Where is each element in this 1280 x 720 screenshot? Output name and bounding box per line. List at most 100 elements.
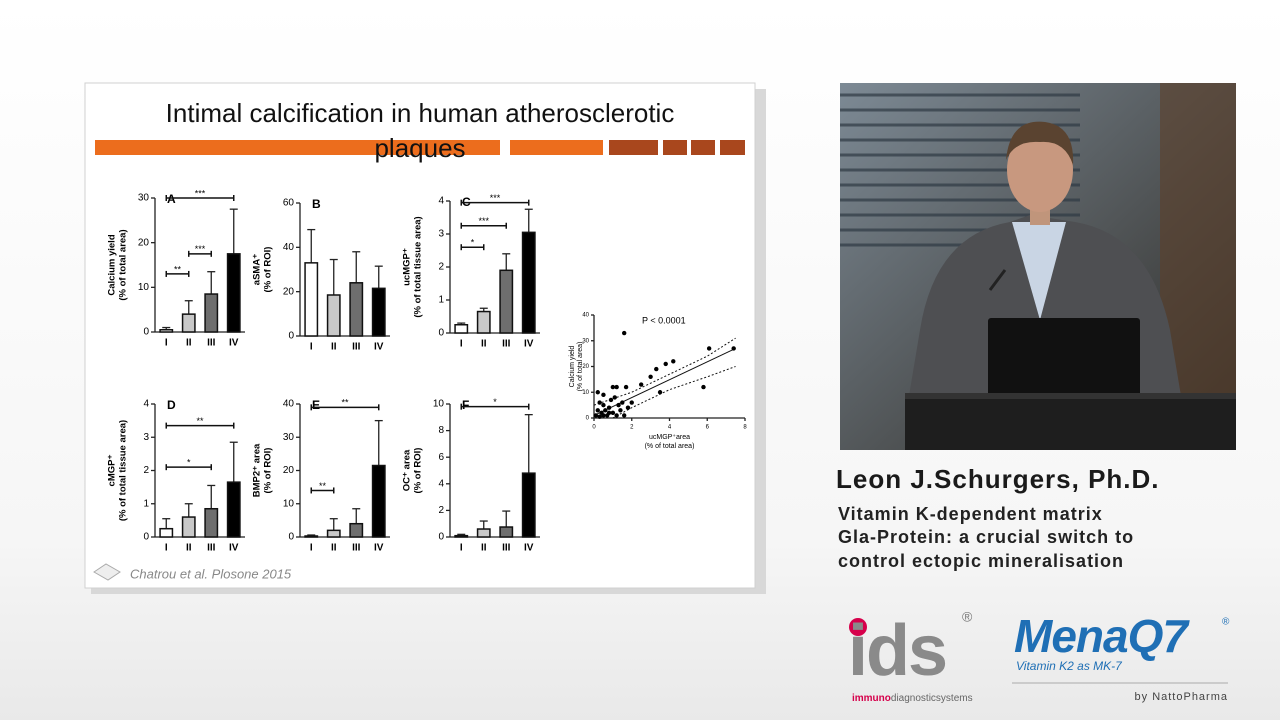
title-bar [663, 140, 687, 155]
x-tick-label: IV [524, 339, 534, 350]
x-tick-label: I [310, 543, 313, 554]
y-tick-label: 40 [283, 399, 295, 410]
y-tick-label: 0 [143, 532, 149, 543]
point [610, 410, 616, 416]
title-bar [691, 140, 715, 155]
citation: Chatrou et al. Plosone 2015 [130, 566, 292, 581]
slide [84, 82, 756, 589]
x-tick-label: I [165, 543, 168, 554]
y-tick-label: 0 [438, 328, 444, 339]
significance-label: * [471, 238, 475, 248]
bar [304, 262, 319, 337]
menaq7-registered: ® [1222, 617, 1230, 628]
x-tick-label: I [165, 338, 168, 349]
x-tick-label: 0 [592, 425, 596, 431]
title-bar [609, 140, 658, 155]
point [601, 402, 606, 408]
menaq7-logo: MenaQ7 [1014, 610, 1190, 662]
point [610, 384, 616, 390]
y-axis-label: BMP2⁺ area [252, 443, 263, 497]
x-tick-label: III [352, 543, 361, 554]
bar [521, 231, 536, 334]
y-tick-label: 6 [438, 452, 444, 463]
x-tick-label: 6 [706, 425, 710, 431]
significance-label: ** [196, 416, 204, 426]
y-tick-label: 2 [438, 262, 444, 273]
y-tick-label: 30 [582, 338, 589, 344]
x-tick-label: 8 [743, 425, 747, 431]
point [614, 413, 619, 418]
point [701, 384, 706, 390]
significance-label: * [493, 397, 497, 407]
point [618, 408, 623, 413]
point [706, 346, 712, 351]
x-tick-label: III [502, 543, 511, 554]
scatter-chart: 0 10 20 30 40 0 2 4 6 8 ucMGP⁺area (% of total area… [569, 313, 747, 450]
point [623, 384, 629, 390]
y-axis-label: Calcium yield [569, 346, 576, 388]
slide-title: Intimal calcification in human atheroscl… [166, 98, 675, 128]
bar [521, 472, 536, 538]
point [620, 400, 625, 405]
significance-label: ** [341, 398, 349, 408]
point [608, 397, 614, 403]
y-tick-label: 4 [438, 196, 444, 207]
point [601, 413, 606, 418]
y-tick-label: 2 [143, 465, 149, 476]
y-tick-label: 40 [283, 242, 295, 253]
y-axis-label: Calcium yield [107, 234, 118, 295]
panel-letter: F [462, 398, 469, 412]
y-tick-label: 0 [438, 532, 444, 543]
x-tick-label: II [331, 342, 337, 353]
x-tick-label: II [481, 543, 487, 554]
y-axis-label: (% of ROI) [413, 448, 424, 494]
talk-title: control ectopic mineralisation [838, 551, 1124, 571]
y-axis-label: (% of ROI) [263, 247, 274, 293]
y-tick-label: 1 [143, 498, 149, 509]
bar [349, 282, 364, 337]
bar [349, 522, 364, 538]
point [622, 413, 627, 418]
y-axis-label: (% of ROI) [263, 448, 274, 494]
speaker-video [840, 83, 1236, 450]
point [597, 414, 602, 419]
point [638, 382, 644, 387]
y-tick-label: 10 [138, 282, 150, 293]
ids-registered: ® [962, 609, 973, 625]
x-axis-label: (% of total area) [645, 443, 695, 450]
bar [204, 293, 219, 333]
point [648, 374, 653, 379]
y-tick-label: 0 [143, 327, 149, 338]
x-tick-label: III [207, 338, 216, 349]
x-tick-label: 2 [630, 425, 634, 431]
point [612, 395, 617, 400]
ids-tagline-a: immuno [852, 693, 891, 704]
point [597, 400, 602, 405]
bar [204, 507, 219, 538]
x-tick-label: II [481, 339, 487, 350]
x-tick-label: IV [524, 543, 534, 554]
y-tick-label: 20 [283, 465, 295, 476]
y-tick-label: 20 [283, 286, 295, 297]
point [603, 408, 608, 413]
bar [454, 534, 469, 538]
bar [159, 527, 174, 538]
point [606, 410, 612, 416]
y-axis-label: (% of total area) [577, 342, 584, 392]
panel-letter: B [312, 197, 321, 211]
title-bar [95, 140, 500, 155]
point [622, 330, 627, 336]
point [663, 361, 668, 367]
x-tick-label: IV [374, 342, 384, 353]
x-tick-label: III [352, 342, 361, 353]
panel-letter: E [312, 398, 320, 412]
y-tick-label: 60 [283, 198, 295, 209]
y-tick-label: 4 [143, 399, 149, 410]
panel-letter: A [167, 192, 176, 206]
bar [326, 294, 341, 337]
